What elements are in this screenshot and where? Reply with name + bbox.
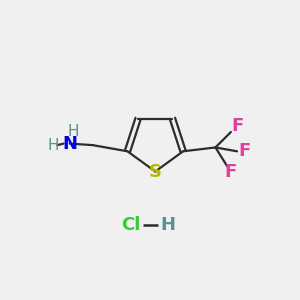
Text: Cl: Cl	[121, 216, 140, 234]
Text: N: N	[62, 135, 77, 153]
Text: H: H	[67, 124, 79, 139]
Text: H: H	[47, 138, 58, 153]
Text: F: F	[238, 142, 251, 160]
Text: S: S	[149, 163, 162, 181]
Text: F: F	[225, 163, 237, 181]
Text: H: H	[160, 216, 175, 234]
Text: F: F	[231, 117, 243, 135]
